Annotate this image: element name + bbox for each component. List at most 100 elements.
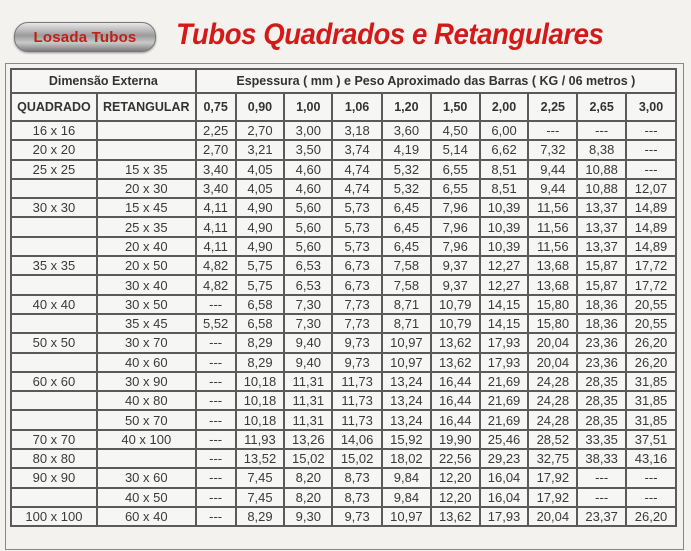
cell-weight: 7,30: [283, 312, 334, 335]
cell-weight: ---: [194, 390, 237, 412]
table-row: 40 x 60 --- 8,29 9,40 9,73 10,97 13,62 17,93 20,…: [10, 351, 677, 373]
header-thickness: 2,65: [576, 92, 628, 122]
cell-weight: 8,51: [478, 177, 530, 200]
cell-weight: ---: [194, 486, 237, 508]
cell-quadrado: [10, 274, 98, 296]
cell-weight: 9,44: [527, 158, 579, 180]
cell-weight: 24,28: [527, 409, 579, 431]
cell-weight: 13,24: [381, 409, 432, 431]
cell-weight: 10,79: [429, 312, 481, 335]
cell-quadrado: [10, 177, 98, 200]
cell-weight: 5,73: [331, 216, 383, 238]
cell-quadrado: 40 x 40: [10, 293, 98, 315]
cell-quadrado: 20 x 20: [10, 139, 98, 161]
cell-weight: 13,62: [429, 351, 481, 373]
cell-weight: 3,00: [283, 119, 334, 142]
cell-weight: 5,60: [283, 235, 334, 258]
cell-weight: 22,56: [429, 448, 481, 470]
cell-weight: 11,73: [331, 370, 383, 393]
table-row: 90 x 90 30 x 60 --- 7,45 8,20 8,73 9,84 12,20 16…: [10, 467, 677, 489]
table-row: 40 x 80 --- 10,18 11,31 11,73 13,24 16,44 21,69…: [10, 390, 677, 412]
cell-weight: ---: [625, 486, 677, 508]
cell-retangular: 30 x 50: [95, 293, 197, 315]
cell-weight: 16,44: [429, 370, 481, 393]
cell-weight: 32,75: [527, 448, 579, 470]
cell-weight: 8,73: [331, 486, 383, 508]
cell-weight: 6,73: [331, 274, 383, 296]
cell-quadrado: [10, 390, 98, 412]
cell-weight: 9,44: [527, 177, 579, 200]
cell-weight: 9,73: [331, 332, 383, 354]
cell-weight: 5,32: [381, 177, 432, 200]
cell-weight: 5,52: [194, 312, 237, 335]
cell-quadrado: 60 x 60: [10, 370, 98, 393]
cell-weight: 13,24: [381, 390, 432, 412]
cell-weight: 6,55: [429, 158, 481, 180]
cell-weight: 17,93: [478, 351, 530, 373]
cell-weight: 20,55: [625, 312, 677, 335]
cell-retangular: 20 x 50: [95, 255, 197, 277]
cell-quadrado: 70 x 70: [10, 428, 98, 451]
cell-weight: 10,39: [478, 197, 530, 219]
cell-weight: ---: [194, 448, 237, 470]
cell-weight: 4,60: [283, 158, 334, 180]
brand-logo: Losada Tubos: [14, 22, 156, 52]
cell-weight: 21,69: [478, 390, 530, 412]
cell-retangular: 40 x 80: [95, 390, 197, 412]
cell-weight: 6,73: [331, 255, 383, 277]
cell-weight: 5,14: [429, 139, 481, 161]
cell-weight: 9,30: [283, 505, 334, 528]
cell-weight: 5,73: [331, 235, 383, 258]
cell-weight: 15,92: [381, 428, 432, 451]
cell-weight: 31,85: [625, 390, 677, 412]
cell-weight: 11,31: [283, 390, 334, 412]
cell-retangular: [95, 139, 197, 161]
cell-weight: 6,53: [283, 274, 334, 296]
cell-weight: 4,19: [381, 139, 432, 161]
cell-weight: 9,73: [331, 351, 383, 373]
cell-retangular: 50 x 70: [95, 409, 197, 431]
cell-weight: 7,30: [283, 293, 334, 315]
cell-weight: 9,37: [429, 255, 481, 277]
cell-weight: 5,75: [234, 255, 286, 277]
cell-weight: 17,72: [625, 255, 677, 277]
table-row: 30 x 30 15 x 45 4,11 4,90 5,60 5,73 6,45 7,96 10…: [10, 197, 677, 219]
cell-weight: ---: [194, 428, 237, 451]
cell-weight: 15,80: [527, 293, 579, 315]
cell-weight: 7,73: [331, 312, 383, 335]
weight-table: Dimensão Externa Espessura ( mm ) e Peso…: [10, 68, 678, 528]
cell-weight: 16,44: [429, 390, 481, 412]
cell-weight: 11,56: [527, 197, 579, 219]
cell-weight: 16,04: [478, 467, 530, 489]
cell-weight: 7,45: [234, 467, 286, 489]
cell-weight: 14,89: [625, 197, 677, 219]
table-row: 30 x 40 4,82 5,75 6,53 6,73 7,58 9,37 12,27 13,6…: [10, 274, 677, 296]
cell-weight: 13,37: [576, 216, 628, 238]
header-retangular: RETANGULAR: [95, 92, 197, 122]
cell-retangular: 60 x 40: [95, 505, 197, 528]
cell-weight: ---: [625, 467, 677, 489]
cell-weight: 20,04: [527, 505, 579, 528]
cell-weight: 5,60: [283, 197, 334, 219]
cell-weight: 3,74: [331, 139, 383, 161]
cell-weight: 3,50: [283, 139, 334, 161]
cell-weight: 5,75: [234, 274, 286, 296]
cell-weight: 14,15: [478, 293, 530, 315]
cell-weight: 23,37: [576, 505, 628, 528]
cell-weight: 12,20: [429, 467, 481, 489]
cell-weight: ---: [576, 119, 628, 142]
cell-weight: ---: [194, 293, 237, 315]
table-row: 60 x 60 30 x 90 --- 10,18 11,31 11,73 13,24 16,…: [10, 370, 677, 393]
cell-weight: 13,68: [527, 255, 579, 277]
cell-retangular: [95, 119, 197, 142]
cell-quadrado: 90 x 90: [10, 467, 98, 489]
cell-weight: 5,32: [381, 158, 432, 180]
cell-weight: 26,20: [625, 332, 677, 354]
cell-weight: 18,36: [576, 293, 628, 315]
cell-weight: 15,87: [576, 255, 628, 277]
cell-weight: ---: [576, 467, 628, 489]
cell-weight: 15,87: [576, 274, 628, 296]
cell-weight: 8,71: [381, 293, 432, 315]
table-row: 70 x 70 40 x 100 --- 11,93 13,26 14,06 15,92 19…: [10, 428, 677, 451]
cell-weight: 4,90: [234, 235, 286, 258]
